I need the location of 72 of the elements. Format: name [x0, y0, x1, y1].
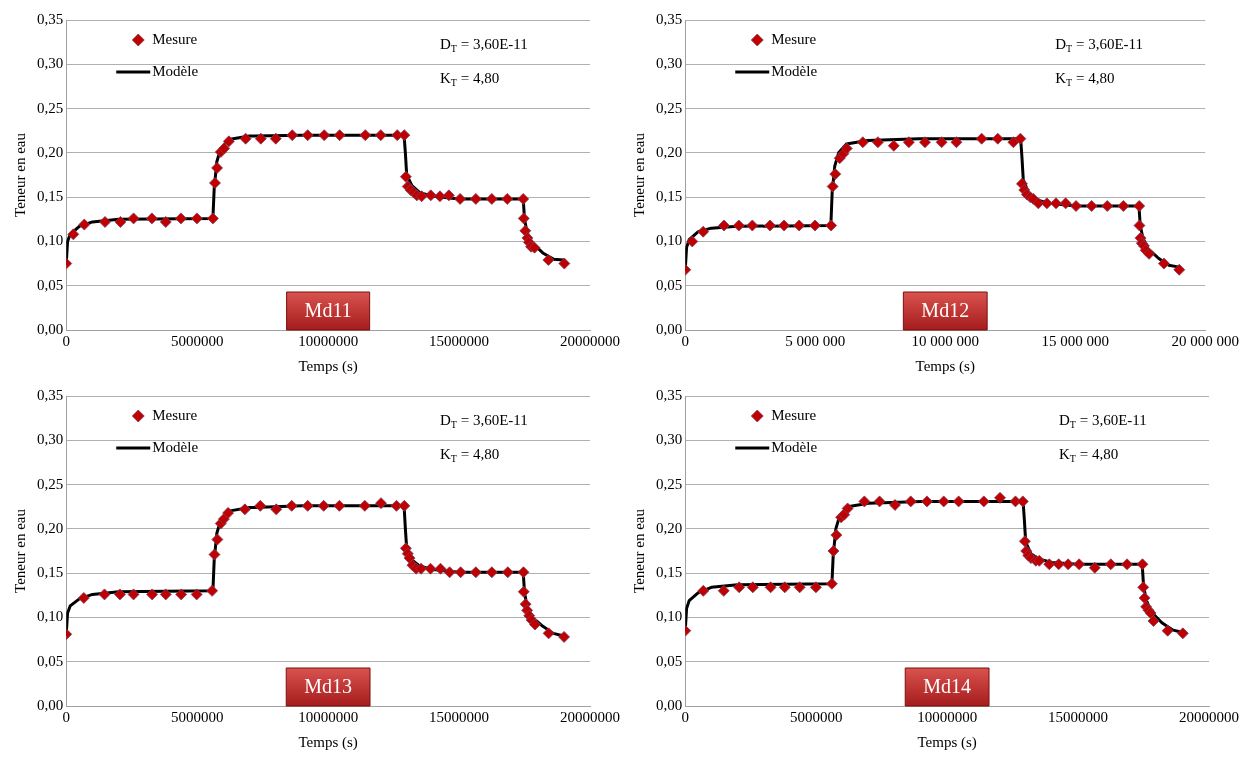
y-tick-label: 0,30 [37, 431, 64, 448]
x-tick-label: 20000000 [560, 708, 620, 725]
y-axis-title: Teneur en eau [630, 508, 647, 593]
x-tick-label: 10000000 [298, 332, 359, 349]
text: Md14 [923, 675, 972, 698]
y-tick-label: 0,05 [656, 276, 683, 293]
legend-label: Mesure [152, 406, 198, 423]
x-axis-title: Temps (s) [298, 733, 358, 751]
x-tick-label: 15000000 [1048, 708, 1109, 725]
y-axis-title: Teneur en eau [630, 132, 647, 217]
y-tick-label: 0,25 [656, 475, 683, 492]
y-tick-label: 0,35 [37, 10, 64, 27]
y-tick-label: 0,20 [37, 519, 64, 536]
y-tick-label: 0,35 [656, 10, 683, 27]
x-axis-title: Temps (s) [298, 357, 358, 375]
y-tick-label: 0,15 [656, 188, 683, 205]
x-tick-label: 20 000 000 [1171, 332, 1239, 349]
y-tick-label: 0,30 [37, 55, 64, 72]
y-tick-label: 0,15 [656, 564, 683, 581]
legend-label: Mesure [771, 30, 817, 47]
y-tick-label: 0,10 [37, 232, 64, 249]
x-tick-label: 10000000 [917, 708, 978, 725]
y-tick-label: 0,10 [656, 608, 683, 625]
y-tick-label: 0,35 [656, 386, 683, 403]
x-tick-label: 0 [681, 708, 689, 725]
legend-label: Modèle [771, 62, 818, 79]
y-tick-label: 0,15 [37, 564, 64, 581]
x-tick-label: 15000000 [429, 332, 490, 349]
text: Md11 [304, 299, 352, 322]
y-tick-label: 0,20 [37, 143, 64, 160]
x-tick-label: 0 [62, 332, 70, 349]
y-axis-title: Teneur en eau [11, 508, 28, 593]
legend-label: Modèle [771, 438, 818, 455]
y-tick-label: 0,25 [656, 99, 683, 116]
y-axis-title: Teneur en eau [11, 132, 28, 217]
y-tick-label: 0,00 [37, 696, 64, 713]
x-tick-label: 5000000 [170, 708, 224, 725]
y-tick-label: 0,00 [656, 696, 683, 713]
x-tick-label: 0 [62, 708, 70, 725]
x-tick-label: 5000000 [170, 332, 224, 349]
y-tick-label: 0,05 [37, 652, 64, 669]
y-tick-label: 0,30 [656, 55, 683, 72]
legend-label: Modèle [152, 438, 199, 455]
x-tick-label: 5000000 [789, 708, 843, 725]
x-tick-label: 0 [681, 332, 689, 349]
y-tick-label: 0,15 [37, 188, 64, 205]
y-tick-label: 0,25 [37, 99, 64, 116]
y-tick-label: 0,10 [37, 608, 64, 625]
y-tick-label: 0,25 [37, 475, 64, 492]
x-tick-label: 15000000 [429, 708, 490, 725]
y-tick-label: 0,00 [37, 320, 64, 337]
text: Md12 [921, 299, 970, 322]
y-tick-label: 0,05 [37, 276, 64, 293]
x-axis-title: Temps (s) [917, 733, 977, 751]
y-tick-label: 0,05 [656, 652, 683, 669]
legend-label: Mesure [152, 30, 198, 47]
y-tick-label: 0,20 [656, 143, 683, 160]
y-tick-label: 0,10 [656, 232, 683, 249]
x-axis-title: Temps (s) [915, 357, 975, 375]
y-tick-label: 0,00 [656, 320, 683, 337]
y-tick-label: 0,20 [656, 519, 683, 536]
legend-label: Modèle [152, 62, 199, 79]
legend-label: Mesure [771, 406, 817, 423]
x-tick-label: 10 000 000 [911, 332, 979, 349]
x-tick-label: 20000000 [1179, 708, 1239, 725]
y-tick-label: 0,35 [37, 386, 64, 403]
x-tick-label: 15 000 000 [1041, 332, 1109, 349]
y-tick-label: 0,30 [656, 431, 683, 448]
x-tick-label: 5 000 000 [785, 332, 846, 349]
text: Md13 [304, 675, 353, 698]
x-tick-label: 20000000 [560, 332, 620, 349]
x-tick-label: 10000000 [298, 708, 359, 725]
